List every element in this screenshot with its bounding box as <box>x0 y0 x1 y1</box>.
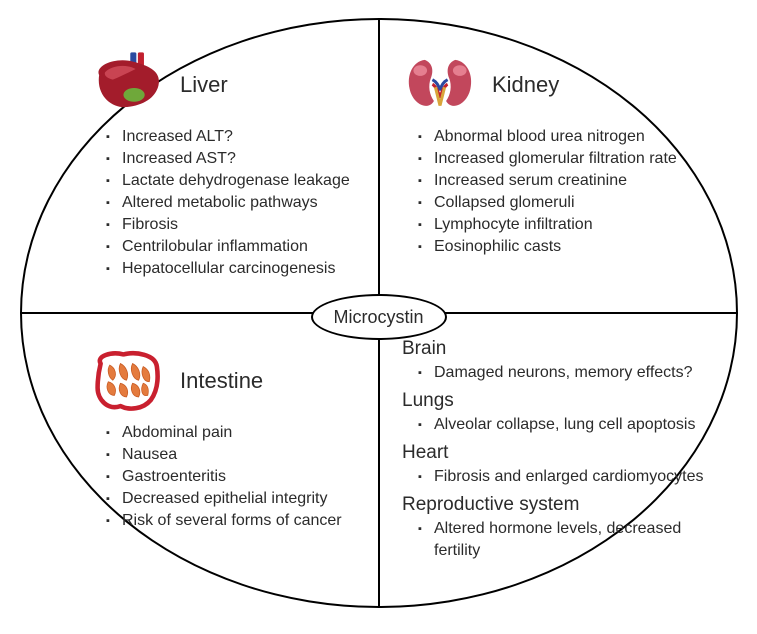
list-item: Gastroenteritis <box>106 466 380 488</box>
quadrant-intestine: Intestine Abdominal pain Nausea Gastroen… <box>90 346 380 532</box>
quadrant-kidney: Kidney Abnormal blood urea nitrogen Incr… <box>402 50 712 258</box>
list-item: Alveolar collapse, lung cell apoptosis <box>418 414 712 436</box>
list-item: Abdominal pain <box>106 422 380 444</box>
list-item: Altered metabolic pathways <box>106 192 380 214</box>
intestine-items: Abdominal pain Nausea Gastroenteritis De… <box>90 422 380 532</box>
list-item: Damaged neurons, memory effects? <box>418 362 712 384</box>
liver-items: Increased ALT? Increased AST? Lactate de… <box>90 126 380 281</box>
kidney-icon <box>402 50 478 120</box>
list-item: Fibrosis <box>106 214 380 236</box>
list-item: Lactate dehydrogenase leakage <box>106 170 380 192</box>
intestine-icon <box>90 346 166 416</box>
list-item: Eosinophilic casts <box>418 236 712 258</box>
list-item: Collapsed glomeruli <box>418 192 712 214</box>
list-item: Increased ALT? <box>106 126 380 148</box>
heart-items: Fibrosis and enlarged cardiomyocytes <box>402 466 712 488</box>
repro-items: Altered hormone levels, decreased fertil… <box>402 518 712 562</box>
list-item: Lymphocyte infiltration <box>418 214 712 236</box>
liver-title: Liver <box>180 72 228 98</box>
list-item: Increased AST? <box>106 148 380 170</box>
list-item: Fibrosis and enlarged cardiomyocytes <box>418 466 712 488</box>
list-item: Abnormal blood urea nitrogen <box>418 126 712 148</box>
liver-header: Liver <box>90 50 380 120</box>
quadrant-other: Brain Damaged neurons, memory effects? L… <box>402 338 712 562</box>
lungs-heading: Lungs <box>402 390 712 412</box>
repro-heading: Reproductive system <box>402 494 712 516</box>
kidney-header: Kidney <box>402 50 712 120</box>
brain-heading: Brain <box>402 338 712 360</box>
list-item: Risk of several forms of cancer <box>106 510 380 532</box>
liver-icon <box>90 50 166 120</box>
intestine-title: Intestine <box>180 368 263 394</box>
kidney-items: Abnormal blood urea nitrogen Increased g… <box>402 126 712 258</box>
list-item: Hepatocellular carcinogenesis <box>106 258 380 280</box>
list-item: Decreased epithelial integrity <box>106 488 380 510</box>
list-item: Increased glomerular filtration rate <box>418 148 712 170</box>
list-item: Altered hormone levels, decreased fertil… <box>418 518 712 562</box>
list-item: Centrilobular inflammation <box>106 236 380 258</box>
heart-heading: Heart <box>402 442 712 464</box>
kidney-title: Kidney <box>492 72 559 98</box>
center-label-text: Microcystin <box>333 307 423 328</box>
intestine-header: Intestine <box>90 346 380 416</box>
brain-items: Damaged neurons, memory effects? <box>402 362 712 384</box>
list-item: Increased serum creatinine <box>418 170 712 192</box>
quadrant-liver: Liver Increased ALT? Increased AST? Lact… <box>90 50 380 281</box>
lungs-items: Alveolar collapse, lung cell apoptosis <box>402 414 712 436</box>
center-label: Microcystin <box>311 294 447 340</box>
list-item: Nausea <box>106 444 380 466</box>
